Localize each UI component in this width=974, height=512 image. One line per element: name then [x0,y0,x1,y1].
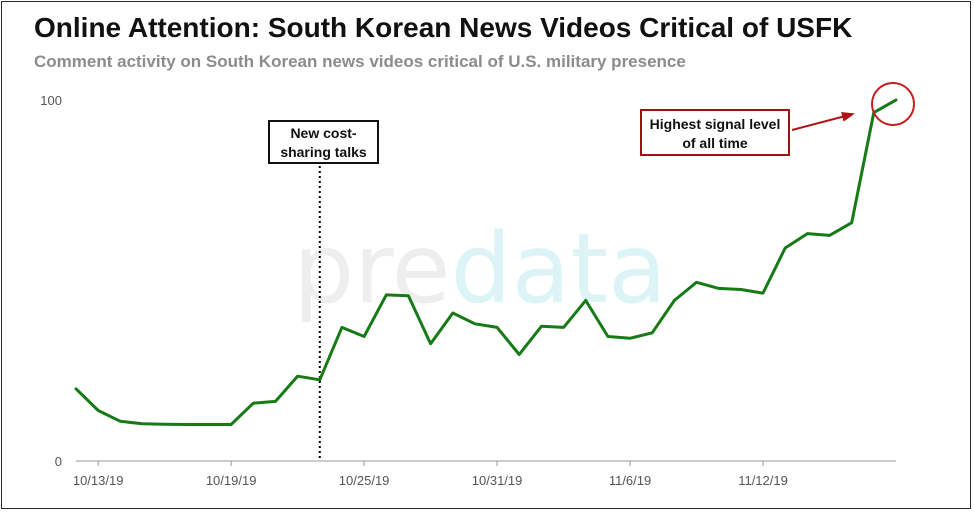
data-point [274,400,277,403]
watermark-part-pre: pre [293,213,450,325]
data-point [185,423,188,426]
data-point [606,335,609,338]
data-point [518,353,521,356]
data-point [717,287,720,290]
data-point [252,402,255,405]
data-point [407,294,410,297]
data-point [629,337,632,340]
data-point [496,326,499,329]
x-tick-label: 10/19/19 [206,473,257,488]
data-point [296,375,299,378]
data-point [806,232,809,235]
data-point [540,325,543,328]
chart-subtitle: Comment activity on South Korean news vi… [34,52,686,71]
watermark-logo: predata [293,213,667,325]
x-tick-label: 11/6/19 [609,473,651,488]
data-point [584,299,587,302]
data-point [828,234,831,237]
peak-arrow-head [841,112,855,122]
data-point [673,299,676,302]
data-point [163,423,166,426]
x-tick-label: 10/25/19 [339,473,390,488]
data-point [762,292,765,295]
data-point [208,423,211,426]
data-point [75,387,78,390]
data-point [473,322,476,325]
event-callout-box: New cost-sharing talks [268,120,379,164]
y-tick-label: 100 [40,93,62,108]
data-point [895,99,898,102]
watermark-part-data: data [451,213,667,325]
chart-title: Online Attention: South Korean News Vide… [34,12,853,43]
data-point [651,331,654,334]
x-tick-label: 10/31/19 [472,473,523,488]
data-point [230,423,233,426]
data-point [695,281,698,284]
data-point [784,247,787,250]
axes: 0 100 10/13/19 10/19/19 10/25/19 10/31/19 11/6… [40,93,896,488]
data-point [451,312,454,315]
data-point [429,342,432,345]
plot-area [74,82,915,461]
x-tick-label: 10/13/19 [73,473,124,488]
data-point [363,335,366,338]
data-point [385,293,388,296]
data-point [562,326,565,329]
y-tick-label: 0 [55,454,62,469]
data-point [850,221,853,224]
peak-callout-box: Highest signal level of all time [640,109,790,156]
x-tick-label: 11/12/19 [738,473,788,488]
data-point [340,326,343,329]
data-point [141,422,144,425]
peak-highlight-circle [871,82,915,126]
data-point [119,420,122,423]
data-point [318,378,321,381]
data-point [739,288,742,291]
series-line [74,98,898,426]
data-point [97,409,100,412]
